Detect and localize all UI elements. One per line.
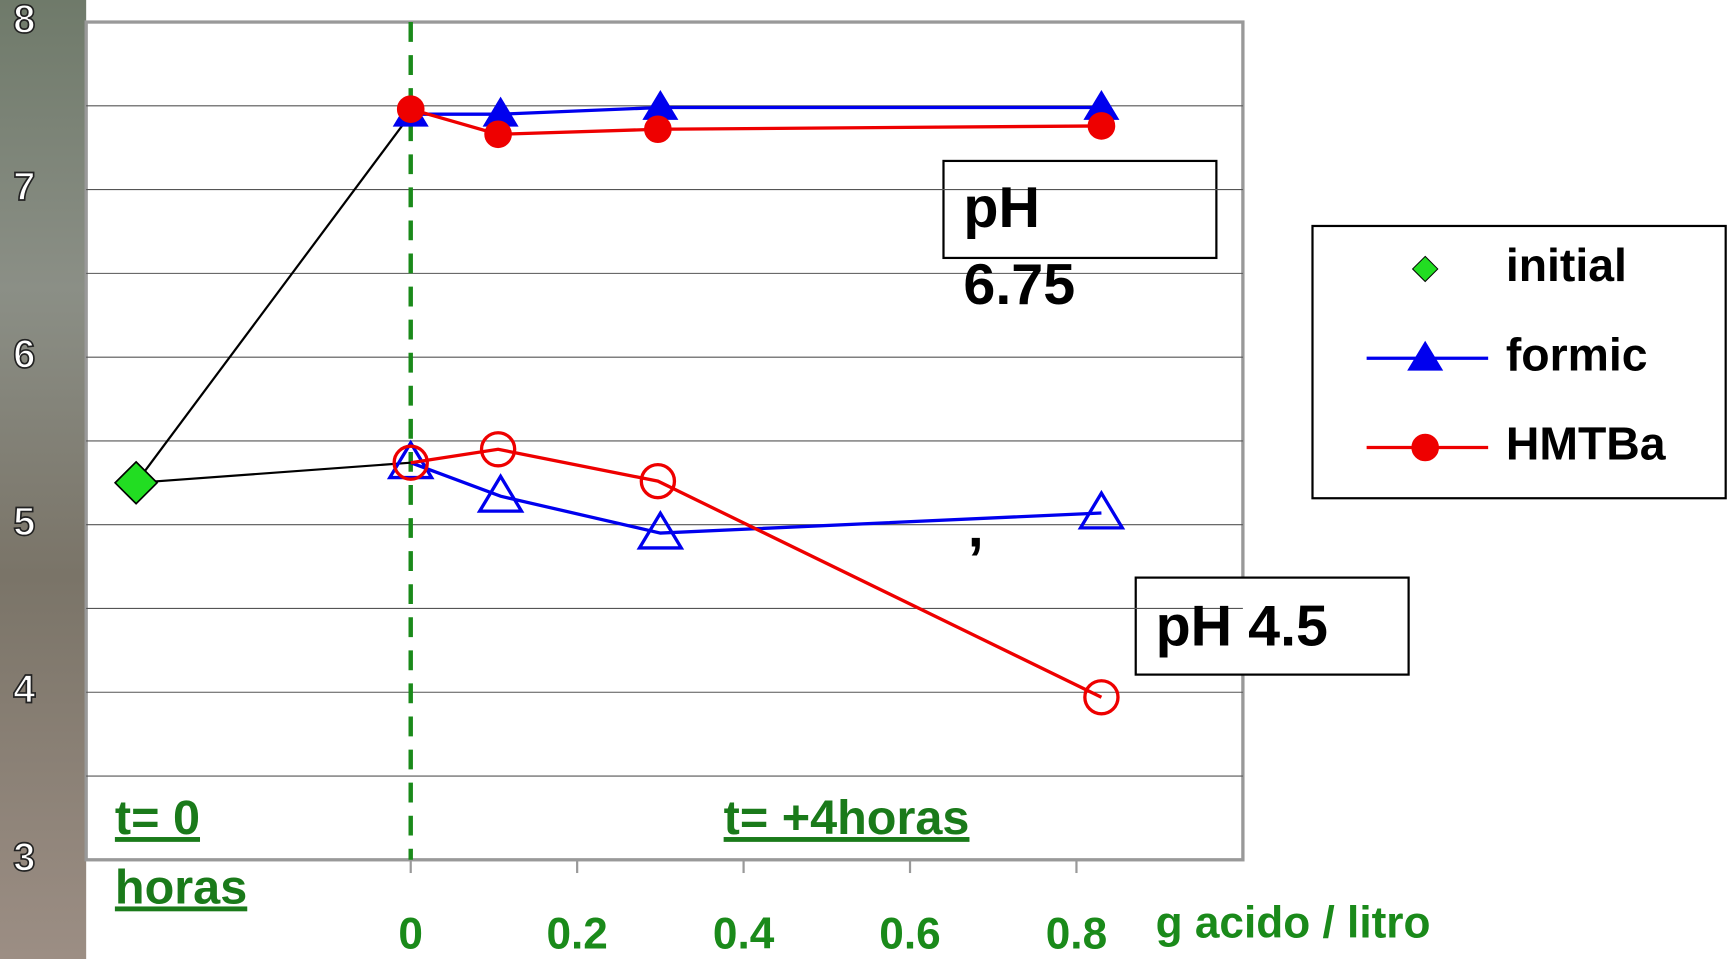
point (479, 431, 517, 468)
point (113, 460, 159, 505)
legend-swatch (1411, 433, 1439, 462)
photo-strip (0, 0, 87, 959)
x-axis-label: g acido / litro (1156, 899, 1431, 948)
connector-line (135, 113, 412, 484)
y-tick-label: 4 (13, 668, 35, 712)
point (484, 120, 512, 149)
annotation-box (942, 159, 1218, 260)
point (636, 510, 685, 550)
y-tick-label: 3 (13, 835, 35, 879)
point (1411, 255, 1439, 283)
point (392, 444, 429, 481)
point (1083, 679, 1120, 716)
series-line (410, 107, 1102, 136)
x-tick-label: 0.4 (713, 910, 775, 959)
point (1087, 112, 1116, 140)
legend-label: HMTBa (1506, 418, 1667, 470)
annotation: pH (963, 176, 1040, 240)
point (396, 95, 425, 123)
legend-label: formic (1506, 329, 1648, 381)
legend-swatch (1407, 340, 1444, 371)
annotation: pH 4.5 (1156, 595, 1328, 659)
phase-label: t= 0 (115, 791, 200, 845)
point (1407, 340, 1444, 371)
y-tick-label: 5 (13, 500, 35, 544)
point (1411, 433, 1439, 462)
legend-swatch (1411, 255, 1439, 283)
y-tick-label: 6 (13, 333, 35, 377)
point (476, 473, 525, 513)
point (639, 462, 677, 500)
annotation-box (1134, 576, 1410, 676)
y-tick-label: 7 (13, 165, 35, 209)
connector-line (136, 461, 411, 484)
x-tick-label: 0 (398, 910, 423, 959)
annotation: 6.75 (963, 253, 1075, 317)
point (1077, 489, 1126, 530)
series-line (410, 105, 1102, 116)
x-tick-label: 0.6 (879, 910, 940, 959)
series-line (410, 447, 1103, 699)
point (644, 115, 672, 144)
x-tick-label: 0.2 (546, 910, 607, 959)
annotation: , (968, 496, 984, 560)
y-tick-label: 8 (13, 0, 35, 42)
series-line (410, 461, 1102, 535)
x-tick-label: 0.8 (1046, 910, 1107, 959)
phase-label: horas (115, 861, 247, 915)
legend-box (1311, 224, 1727, 500)
legend-label: initial (1506, 239, 1627, 291)
phase-label: t= +4horas (724, 791, 970, 845)
